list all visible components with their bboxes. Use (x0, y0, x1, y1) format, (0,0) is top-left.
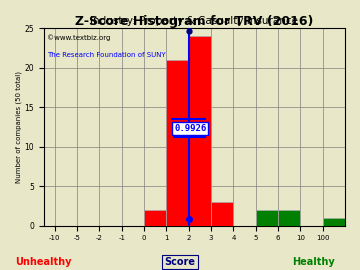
Text: Healthy: Healthy (292, 257, 334, 267)
Text: 0.9926: 0.9926 (174, 124, 206, 133)
Title: Z-Score Histogram for TRV (2016): Z-Score Histogram for TRV (2016) (75, 15, 314, 28)
Bar (166, 60, 189, 226)
Text: Score: Score (165, 257, 195, 267)
Bar (211, 202, 233, 226)
Text: ©www.textbiz.org: ©www.textbiz.org (47, 34, 110, 40)
Text: Industry: Property & Casualty Insurance: Industry: Property & Casualty Insurance (90, 16, 298, 26)
Text: The Research Foundation of SUNY: The Research Foundation of SUNY (47, 52, 165, 58)
Bar (256, 210, 278, 226)
Text: Unhealthy: Unhealthy (15, 257, 71, 267)
Bar (144, 210, 166, 226)
Bar (278, 210, 300, 226)
Bar (323, 218, 345, 226)
Y-axis label: Number of companies (50 total): Number of companies (50 total) (15, 71, 22, 183)
Bar (189, 36, 211, 226)
